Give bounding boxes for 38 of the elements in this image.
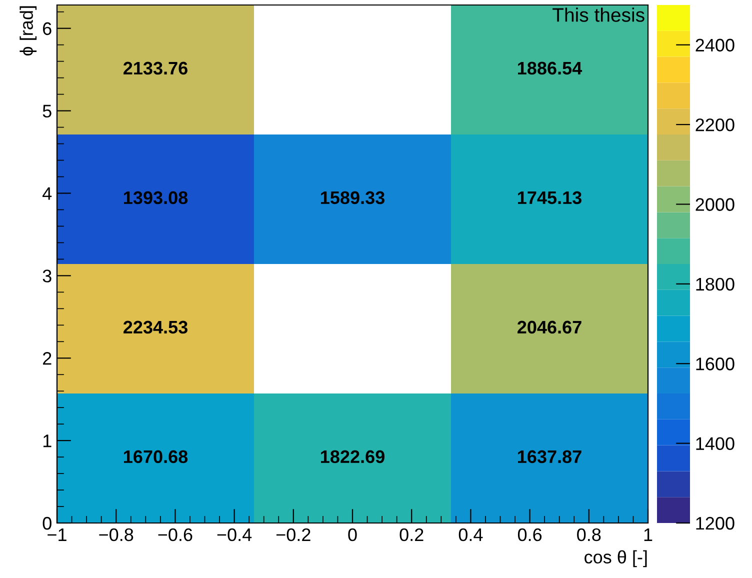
x-tick-label: −0.2 [276,528,310,542]
data-label: 1393.08 [124,191,188,204]
x-tick-label: 0.6 [518,528,542,542]
y-tick-label: 2 [43,352,52,365]
x-tick-label: 1 [644,528,652,541]
color-bar-label: 1600 [696,358,734,370]
x-axis-title: cos θ [-] [584,550,647,568]
data-label: 1589.33 [321,191,384,204]
data-label: 1886.54 [518,62,582,75]
y-tick-label: 1 [43,434,52,448]
x-tick-label: 0.4 [458,528,483,542]
data-label: 2133.76 [123,62,188,75]
y-axis-title: ϕ [rad] [20,6,37,56]
data-label: 1670.68 [124,450,188,464]
x-tick-label: −1 [48,528,66,541]
data-label: 2046.67 [518,320,582,334]
data-label: 2234.53 [123,320,188,334]
y-tick-label: 0 [42,516,52,530]
data-label: 1822.69 [321,450,384,464]
color-bar-label: 2200 [696,118,734,132]
data-label: 1745.13 [518,191,582,204]
x-tick-label: −0.6 [158,528,192,542]
color-bar-label: 2000 [696,198,734,211]
color-bar-label: 1800 [696,278,734,291]
y-tick-label: 5 [42,104,52,118]
y-tick-label: 3 [42,270,52,282]
color-bar-label: 1400 [696,437,734,450]
color-bar-label: 1200 [696,516,734,530]
x-tick-label: 0 [348,528,357,542]
x-tick-label: −0.4 [217,528,252,542]
data-label: 1637.87 [518,450,582,464]
annotation: This thesis [552,8,644,22]
color-bar-label: 2400 [696,38,734,52]
x-tick-label: 0.8 [577,528,601,542]
y-tick-label: 4 [42,187,52,200]
y-tick-label: 6 [43,22,52,36]
x-tick-label: 0.2 [400,528,424,542]
x-tick-label: −0.8 [99,528,134,542]
